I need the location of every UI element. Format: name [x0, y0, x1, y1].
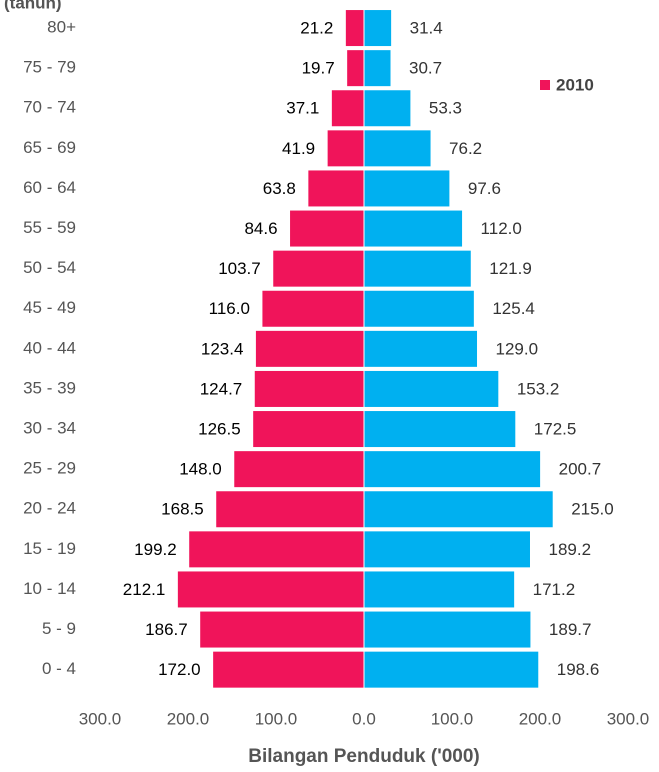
- bar: [261, 289, 365, 328]
- bar: [363, 9, 393, 48]
- bar: [363, 169, 451, 208]
- bar: [363, 490, 554, 529]
- x-tick-label: 300.0: [607, 709, 650, 728]
- value-label: 215.0: [571, 500, 614, 519]
- value-label: 172.0: [158, 660, 201, 679]
- bar: [363, 89, 412, 128]
- value-label: 129.0: [496, 339, 539, 358]
- bar: [289, 209, 365, 248]
- y-tick-label: 0 - 4: [42, 659, 76, 678]
- x-tick-label: 100.0: [255, 709, 298, 728]
- value-label: 41.9: [282, 139, 315, 158]
- bar: [363, 129, 432, 168]
- value-label: 31.4: [410, 19, 443, 38]
- x-tick-label: 200.0: [519, 709, 562, 728]
- bar: [363, 249, 472, 288]
- y-tick-label: 5 - 9: [42, 619, 76, 638]
- value-label: 63.8: [263, 179, 296, 198]
- value-label: 124.7: [200, 379, 243, 398]
- bar: [363, 289, 475, 328]
- bar: [363, 369, 500, 408]
- value-label: 21.2: [300, 19, 333, 38]
- bar: [363, 570, 516, 609]
- value-label: 84.6: [244, 219, 277, 238]
- y-tick-label: 50 - 54: [23, 258, 76, 277]
- x-tick-label: 100.0: [431, 709, 474, 728]
- value-label: 212.1: [123, 580, 166, 599]
- bar: [346, 49, 365, 88]
- y-tick-label: 35 - 39: [23, 378, 76, 397]
- value-label: 126.5: [198, 420, 241, 439]
- bar: [307, 169, 365, 208]
- y-tick-label: 40 - 44: [23, 338, 76, 357]
- value-label: 168.5: [161, 500, 204, 519]
- y-tick-label: 25 - 29: [23, 459, 76, 478]
- x-tick-label: 200.0: [167, 709, 210, 728]
- value-label: 97.6: [468, 179, 501, 198]
- bar: [199, 610, 365, 649]
- bar: [363, 410, 517, 449]
- bar: [326, 129, 365, 168]
- value-label: 200.7: [559, 460, 602, 479]
- bar: [233, 450, 365, 489]
- value-label: 37.1: [286, 99, 319, 118]
- bar: [363, 209, 464, 248]
- legend-swatch: [540, 80, 550, 90]
- bar: [272, 249, 365, 288]
- y-tick-label: 65 - 69: [23, 138, 76, 157]
- bar: [363, 650, 540, 689]
- bar: [363, 450, 542, 489]
- bar: [344, 9, 365, 48]
- x-tick-label: 300.0: [79, 709, 122, 728]
- bar: [363, 329, 479, 368]
- x-axis-label: Bilangan Penduduk ('000): [248, 746, 480, 767]
- value-label: 148.0: [179, 460, 222, 479]
- value-label: 153.2: [517, 379, 560, 398]
- bar: [363, 49, 392, 88]
- value-label: 53.3: [429, 99, 462, 118]
- y-tick-label: 45 - 49: [23, 298, 76, 317]
- value-label: 198.6: [557, 660, 600, 679]
- value-label: 189.7: [549, 620, 592, 639]
- value-label: 171.2: [533, 580, 576, 599]
- value-label: 30.7: [409, 59, 442, 78]
- bar: [254, 329, 365, 368]
- value-label: 189.2: [548, 540, 591, 559]
- value-label: 103.7: [218, 259, 261, 278]
- bar: [212, 650, 365, 689]
- bar: [253, 369, 365, 408]
- y-tick-label: 70 - 74: [23, 98, 76, 117]
- y-tick-label: 55 - 59: [23, 218, 76, 237]
- bar: [176, 570, 365, 609]
- y-tick-label: 60 - 64: [23, 178, 76, 197]
- y-tick-label: 75 - 79: [23, 58, 76, 77]
- y-tick-label: 80+: [47, 18, 76, 37]
- x-tick-label: 0.0: [352, 709, 376, 728]
- bar: [215, 490, 365, 529]
- legend-label: 2010: [556, 75, 594, 94]
- bar: [363, 530, 531, 569]
- y-tick-label: 15 - 19: [23, 539, 76, 558]
- y-tick-label: 20 - 24: [23, 499, 76, 518]
- y-tick-label: 30 - 34: [23, 419, 76, 438]
- y-tick-label: 10 - 14: [23, 579, 76, 598]
- value-label: 123.4: [201, 339, 244, 358]
- value-label: 112.0: [481, 219, 522, 238]
- value-label: 172.5: [534, 420, 577, 439]
- bar: [252, 410, 365, 449]
- value-label: 125.4: [492, 299, 535, 318]
- bar: [330, 89, 365, 128]
- value-label: 116.0: [209, 299, 250, 318]
- value-label: 186.7: [145, 620, 188, 639]
- value-label: 121.9: [489, 259, 532, 278]
- bar: [188, 530, 365, 569]
- value-label: 76.2: [449, 139, 482, 158]
- y-axis-label: (tahun): [4, 0, 62, 12]
- value-label: 19.7: [302, 59, 335, 78]
- value-label: 199.2: [134, 540, 177, 559]
- bar: [363, 610, 532, 649]
